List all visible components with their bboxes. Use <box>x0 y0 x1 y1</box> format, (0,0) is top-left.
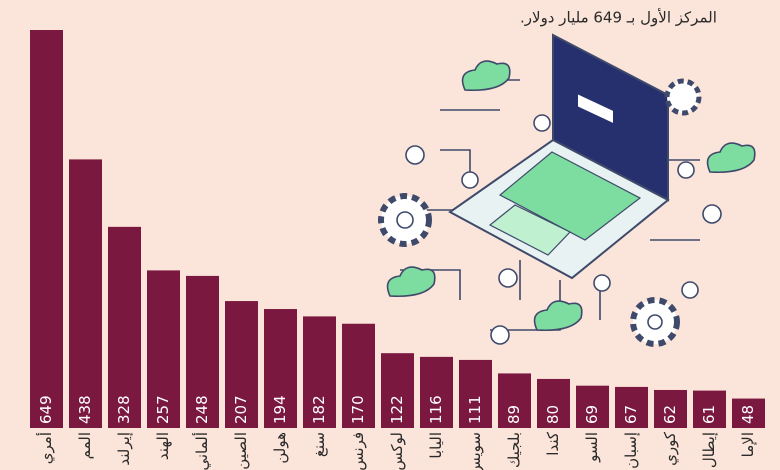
bar <box>615 386 648 428</box>
x-tick-label: الصين <box>232 432 250 470</box>
x-tick-label: اليابا <box>427 432 445 459</box>
bar <box>420 356 453 428</box>
node <box>533 114 551 132</box>
value-label: 69 <box>583 405 601 424</box>
screen-icon <box>578 94 613 123</box>
cloud <box>461 60 511 92</box>
value-label: 89 <box>505 405 523 424</box>
value-label: 67 <box>622 405 640 424</box>
x-tick-label: فرنس <box>349 432 367 470</box>
x-tick-label: أمري <box>36 432 56 464</box>
x-tick-label: إيطال <box>700 432 718 468</box>
cloud <box>533 300 583 332</box>
x-tick-label: بلجيك <box>505 432 523 468</box>
x-tick-label: كوري <box>661 431 680 466</box>
chart-subtitle: المركز الأول بـ 649 مليار دولار. <box>520 8 717 27</box>
x-tick-label: كندا <box>544 431 562 456</box>
x-tick-label: الإما <box>739 432 757 457</box>
value-label: 207 <box>232 395 250 424</box>
x-tick-label: إسبان <box>622 432 640 469</box>
x-tick-label: السو <box>583 432 601 463</box>
value-label: 61 <box>700 405 718 424</box>
value-label: 170 <box>349 395 367 424</box>
value-label: 649 <box>37 395 55 424</box>
bar <box>303 316 336 428</box>
x-tick-label: سنغ <box>310 432 328 457</box>
value-label: 257 <box>154 395 172 424</box>
x-tick-label: لوكس <box>388 432 406 470</box>
x-tick-label: سويس <box>466 432 484 470</box>
value-label: 438 <box>76 395 94 424</box>
gear-hole <box>396 211 414 229</box>
x-tick-label: هولن <box>271 432 289 464</box>
illustration <box>378 33 756 347</box>
node <box>681 281 699 299</box>
bar <box>30 30 63 428</box>
bar <box>69 159 102 428</box>
node <box>490 325 510 345</box>
value-label: 248 <box>193 395 211 424</box>
bar <box>732 398 765 428</box>
gear-hole <box>647 314 663 330</box>
bar <box>108 226 141 428</box>
bar <box>576 385 609 428</box>
bar <box>459 359 492 428</box>
value-label: 80 <box>544 405 562 424</box>
bar <box>654 389 687 428</box>
value-label: 62 <box>661 405 679 424</box>
value-label: 116 <box>427 395 445 424</box>
node <box>498 268 518 288</box>
node <box>461 171 479 189</box>
value-label: 111 <box>466 395 484 424</box>
bar <box>147 270 180 428</box>
value-label: 122 <box>388 395 406 424</box>
bar <box>186 275 219 428</box>
bar <box>498 373 531 428</box>
bar <box>225 301 258 428</box>
bar <box>264 309 297 428</box>
gear <box>664 78 702 116</box>
bar <box>381 353 414 428</box>
node <box>405 145 425 165</box>
x-tick-label: ألماني <box>192 432 212 470</box>
node <box>702 204 722 224</box>
node <box>593 274 611 292</box>
bar <box>693 390 726 428</box>
cloud <box>386 266 436 298</box>
keyboard <box>498 151 642 241</box>
cloud <box>706 142 756 174</box>
value-label: 194 <box>271 395 289 424</box>
touchpad <box>488 204 572 256</box>
node <box>677 161 695 179</box>
x-tick-label: الهند <box>154 432 172 460</box>
value-label: 48 <box>739 405 757 424</box>
bar <box>537 378 570 428</box>
bar <box>342 323 375 428</box>
x-tick-label: المم <box>76 432 94 459</box>
value-label: 182 <box>310 395 328 424</box>
x-tick-label: إيرلند <box>115 432 133 466</box>
value-label: 328 <box>115 395 133 424</box>
